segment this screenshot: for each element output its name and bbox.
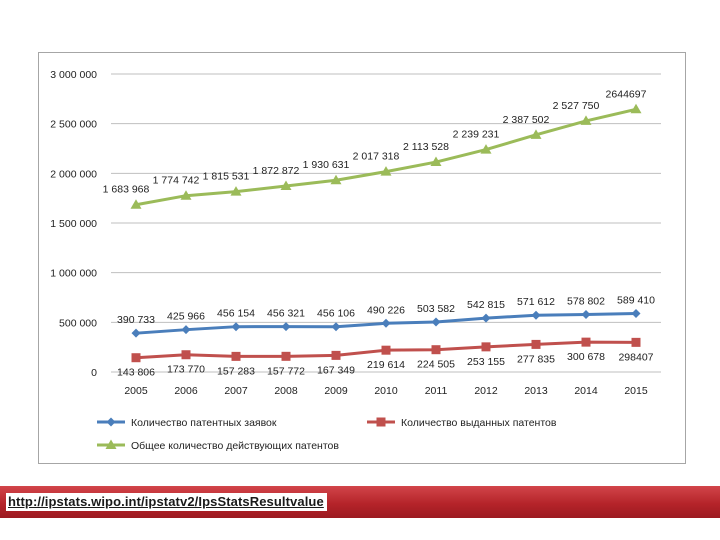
data-label-granted: 253 155	[467, 356, 505, 368]
data-point-in-force	[180, 190, 192, 200]
data-point-granted	[581, 337, 591, 347]
data-label-granted: 277 835	[517, 353, 555, 365]
x-tick-label: 2011	[425, 385, 448, 397]
data-label-granted: 157 772	[267, 365, 305, 377]
data-point-applications	[331, 322, 341, 332]
data-label-in-force: 2 017 318	[353, 151, 400, 163]
x-tick-label: 2009	[324, 385, 348, 397]
line-chart: 0 500 000 1 000 000 1 500 000 2 000 000 2 500…	[50, 69, 661, 452]
data-label-in-force: 2644697	[606, 88, 647, 100]
legend-marker-in-force	[105, 439, 117, 449]
data-point-granted	[131, 353, 141, 363]
data-label-in-force: 1 683 968	[103, 184, 150, 196]
data-point-in-force	[580, 115, 592, 125]
data-label-in-force: 1 815 531	[203, 171, 250, 183]
x-tick-label: 2006	[174, 385, 198, 397]
data-label-granted: 157 283	[217, 365, 255, 377]
y-tick-label: 0	[91, 367, 97, 379]
y-tick-label: 1 500 000	[50, 218, 97, 230]
data-label-granted: 224 505	[417, 359, 455, 371]
data-label-in-force: 1 930 631	[303, 159, 350, 171]
data-point-in-force	[130, 199, 142, 209]
data-label-applications: 490 226	[367, 304, 405, 316]
x-tick-label: 2008	[274, 385, 298, 397]
data-label-in-force: 1 872 872	[253, 165, 300, 177]
data-label-applications: 503 582	[417, 303, 455, 315]
y-tick-label: 1 000 000	[50, 268, 97, 280]
chart-frame: 0 500 000 1 000 000 1 500 000 2 000 000 2 500…	[38, 52, 686, 464]
legend-label-applications: Количество патентных заявок	[131, 417, 277, 429]
data-point-in-force	[280, 180, 292, 190]
source-link[interactable]: http://ipstats.wipo.int/ipstatv2/IpsStat…	[6, 493, 327, 511]
data-point-applications	[181, 325, 191, 335]
x-tick-label: 2015	[624, 385, 648, 397]
legend-marker-applications	[106, 417, 116, 427]
data-point-in-force	[330, 174, 342, 185]
data-point-in-force	[380, 166, 392, 176]
data-point-granted	[381, 345, 391, 355]
data-point-applications	[381, 318, 391, 328]
data-point-in-force	[530, 129, 542, 139]
x-tick-label: 2010	[374, 385, 398, 397]
data-label-granted: 300 678	[567, 351, 605, 363]
y-tick-label: 2 000 000	[50, 168, 97, 180]
data-point-granted	[431, 345, 441, 355]
data-label-applications: 571 612	[517, 296, 555, 308]
data-point-granted	[631, 337, 641, 347]
data-point-in-force	[480, 144, 492, 154]
data-point-granted	[181, 350, 191, 360]
data-point-applications	[581, 310, 591, 320]
data-label-granted: 298407	[618, 351, 653, 363]
data-point-granted	[531, 339, 541, 349]
data-point-granted	[231, 351, 241, 361]
data-point-granted	[481, 342, 491, 352]
data-point-applications	[131, 328, 141, 338]
data-point-applications	[631, 308, 641, 318]
data-label-in-force: 2 113 528	[403, 141, 449, 153]
data-point-in-force	[430, 156, 442, 167]
data-label-applications: 589 410	[617, 294, 655, 306]
data-label-applications: 390 733	[117, 314, 155, 326]
x-tick-label: 2007	[224, 385, 248, 397]
data-point-in-force	[630, 103, 642, 114]
y-tick-label: 3 000 000	[50, 69, 97, 81]
legend-label-granted: Количество выданных патентов	[401, 417, 557, 429]
data-label-applications: 456 106	[317, 308, 355, 320]
data-label-in-force: 1 774 742	[153, 175, 200, 187]
data-label-applications: 456 321	[267, 308, 305, 320]
data-label-applications: 578 802	[567, 296, 605, 308]
data-label-granted: 167 349	[317, 364, 355, 376]
data-label-granted: 219 614	[367, 359, 405, 371]
data-point-applications	[531, 310, 541, 320]
data-label-granted: 173 770	[167, 364, 205, 376]
data-label-in-force: 2 387 502	[503, 114, 550, 126]
data-label-applications: 542 815	[467, 299, 505, 311]
data-label-granted: 143 806	[117, 367, 155, 379]
legend-marker-granted	[376, 417, 386, 427]
data-point-applications	[481, 313, 491, 323]
x-tick-label: 2014	[574, 385, 598, 397]
data-label-in-force: 2 527 750	[553, 100, 600, 112]
data-point-applications	[281, 322, 291, 332]
data-point-granted	[281, 351, 291, 361]
footer-band: http://ipstats.wipo.int/ipstatv2/IpsStat…	[0, 486, 720, 518]
data-label-applications: 425 966	[167, 311, 205, 323]
y-tick-label: 2 500 000	[50, 119, 97, 131]
x-tick-label: 2013	[524, 385, 548, 397]
data-point-granted	[331, 350, 341, 360]
data-label-applications: 456 154	[217, 308, 255, 320]
data-label-in-force: 2 239 231	[453, 129, 500, 141]
data-point-applications	[431, 317, 441, 327]
data-point-in-force	[230, 186, 242, 196]
y-tick-label: 500 000	[59, 317, 97, 329]
data-point-applications	[231, 322, 241, 332]
x-tick-label: 2012	[474, 385, 498, 397]
x-tick-label: 2005	[124, 385, 148, 397]
legend-label-in-force: Общее количество действующих патентов	[131, 440, 339, 452]
